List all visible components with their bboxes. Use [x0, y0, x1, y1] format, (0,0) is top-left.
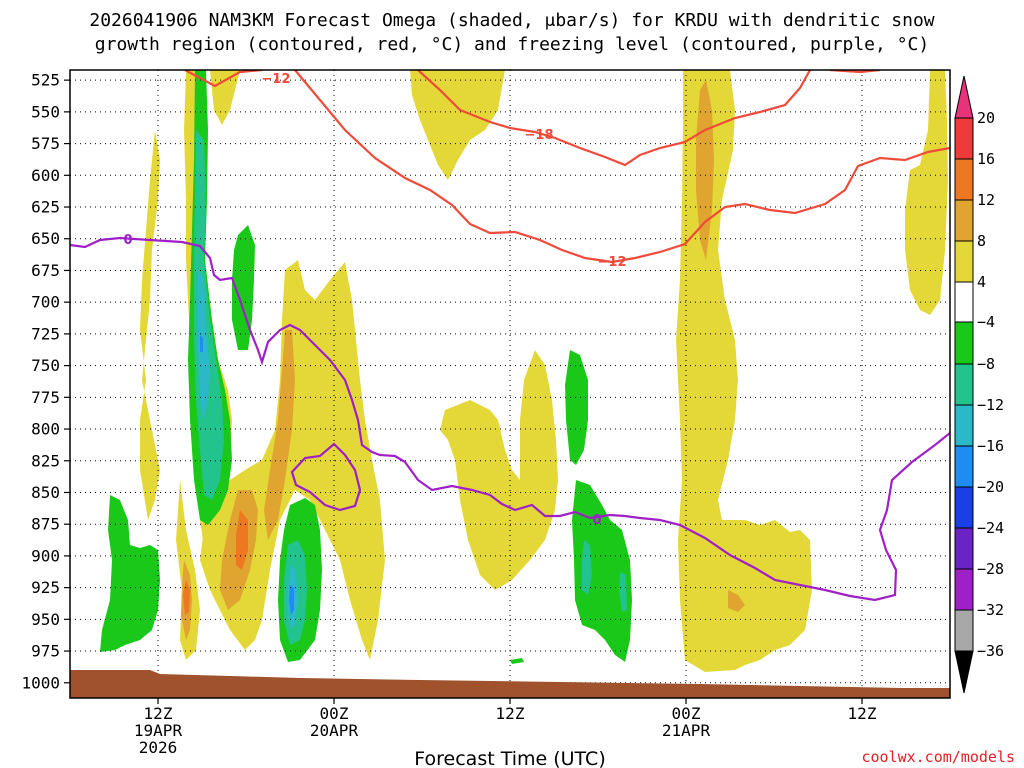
colorbar-segment	[954, 158, 974, 201]
colorbar-label: 16	[977, 150, 995, 168]
colorbar-top-arrow	[954, 75, 974, 119]
y-tick-label: 1000	[21, 673, 60, 692]
colorbar-label: −12	[977, 396, 1004, 414]
y-tick-label: 750	[31, 356, 60, 375]
colorbar-label: 8	[977, 232, 986, 250]
colorbar-label: 12	[977, 191, 995, 209]
omega-region-darkorange	[236, 510, 248, 570]
y-tick-label: 725	[31, 324, 60, 343]
x-tick-label: 12Z	[496, 704, 525, 723]
y-tick-label: 575	[31, 134, 60, 153]
omega-region-orange	[696, 80, 714, 260]
y-axis-ticks: 525 550 575 600 625 650 675 700 725 750 775 800 825 8…	[21, 71, 70, 692]
x-tick-label: 20APR	[310, 721, 359, 740]
omega-region-blue	[289, 585, 294, 615]
colorbar-label: −20	[977, 478, 1004, 496]
y-tick-label: 600	[31, 166, 60, 185]
y-tick-label: 875	[31, 515, 60, 534]
omega-region-teal	[619, 572, 627, 612]
omega-shading	[100, 70, 948, 672]
chart-title-line-2: growth region (contoured, red, °C) and f…	[95, 34, 929, 55]
x-tick-label: 00Z	[320, 704, 349, 723]
omega-region-green	[100, 495, 160, 652]
omega-region-green	[565, 350, 588, 465]
colorbar-segment	[954, 117, 974, 160]
y-tick-label: 525	[31, 71, 60, 90]
contour-labels: −12 −18 −12 0 0	[123, 72, 626, 528]
x-tick-label: 12Z	[144, 704, 173, 723]
y-tick-label: 825	[31, 451, 60, 470]
colorbar-bottom-arrow	[954, 650, 974, 694]
y-tick-label: 550	[31, 102, 60, 121]
colorbar-segment	[954, 321, 974, 365]
colorbar-label: −32	[977, 601, 1004, 619]
colorbar-label: −24	[977, 519, 1004, 537]
colorbar-segment	[954, 609, 974, 652]
omega-region-orange	[264, 330, 295, 540]
credit-text: coolwx.com/models	[861, 748, 1015, 766]
colorbar-segment	[954, 281, 974, 323]
colorbar-segment	[954, 445, 974, 488]
colorbar: 20 16 12 8 4 −4 −8 −12 −16 −20 −24 −28 −32 −36	[954, 75, 1004, 694]
omega-region-yellow	[905, 70, 948, 315]
y-tick-label: 950	[31, 610, 60, 629]
contours	[70, 70, 950, 602]
y-tick-label: 900	[31, 546, 60, 565]
chart-title-line-1: 2026041906 NAM3KM Forecast Omega (shaded…	[89, 10, 934, 31]
contour-freezing-level	[70, 236, 950, 602]
y-tick-label: 850	[31, 483, 60, 502]
x-tick-label: 21APR	[662, 721, 711, 740]
y-tick-label: 625	[31, 198, 60, 217]
y-tick-label: 650	[31, 229, 60, 248]
colorbar-segment	[954, 527, 974, 570]
contour-label: −12	[598, 255, 627, 270]
x-tick-label: 2026	[139, 738, 178, 757]
colorbar-segment	[954, 199, 974, 242]
omega-region-orange	[728, 590, 745, 612]
plot-area	[69, 69, 951, 699]
ground-surface-shape	[70, 670, 950, 698]
colorbar-label: −28	[977, 560, 1004, 578]
y-tick-label: 975	[31, 642, 60, 661]
y-tick-label: 800	[31, 420, 60, 439]
contour-label: 0	[123, 233, 132, 248]
contour-dgz-lower	[294, 70, 950, 264]
colorbar-segment	[954, 404, 974, 447]
colorbar-segment	[954, 486, 974, 529]
colorbar-label: 20	[977, 109, 995, 127]
omega-region-yellow	[410, 70, 505, 180]
omega-region-green	[232, 225, 255, 350]
y-tick-label: 675	[31, 261, 60, 280]
colorbar-label: −4	[977, 313, 995, 331]
grid	[70, 70, 950, 698]
x-axis-label: Forecast Time (UTC)	[414, 748, 605, 768]
omega-region-blue	[200, 335, 203, 352]
y-tick-label: 775	[31, 388, 60, 407]
colorbar-segment	[954, 568, 974, 611]
colorbar-label: 4	[977, 273, 986, 291]
x-tick-label: 00Z	[672, 704, 701, 723]
colorbar-label: −36	[977, 642, 1004, 660]
contour-label: −18	[525, 128, 554, 143]
omega-region-yellow	[440, 350, 558, 590]
colorbar-segment	[954, 240, 974, 283]
contour-label: 0	[592, 513, 601, 528]
omega-region-yellow	[140, 130, 160, 520]
y-tick-label: 700	[31, 293, 60, 312]
x-tick-label: 12Z	[848, 704, 877, 723]
x-tick-label: 19APR	[134, 721, 183, 740]
omega-region-green	[510, 658, 524, 664]
y-tick-label: 925	[31, 578, 60, 597]
omega-region-green	[572, 480, 632, 662]
colorbar-segment	[954, 363, 974, 406]
colorbar-label: −8	[977, 355, 995, 373]
omega-region-teal	[582, 540, 592, 595]
contour-label: −12	[262, 72, 291, 87]
omega-region-darkorange	[183, 580, 190, 615]
colorbar-label: −16	[977, 437, 1004, 455]
contour-freezing-loop	[290, 442, 362, 512]
omega-region-cyan	[198, 270, 210, 420]
